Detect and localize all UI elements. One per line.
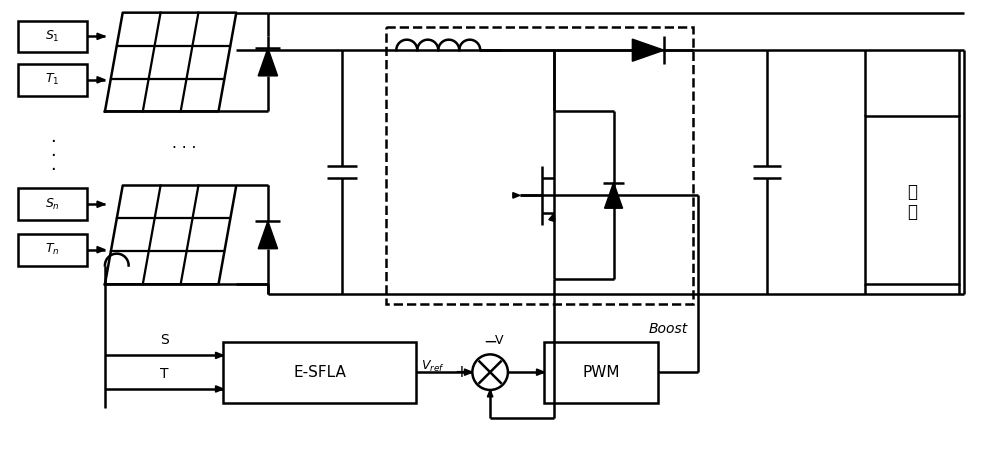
Polygon shape: [487, 390, 493, 397]
Text: $S_1$: $S_1$: [45, 29, 60, 44]
Polygon shape: [513, 193, 520, 198]
Polygon shape: [97, 247, 105, 253]
Text: $S_n$: $S_n$: [45, 197, 60, 212]
Text: $V_{ref}$: $V_{ref}$: [421, 359, 445, 374]
Bar: [223, 341, 416, 403]
Bar: [18, 189, 87, 220]
Bar: [544, 341, 658, 403]
Text: E-SFLA: E-SFLA: [293, 365, 346, 380]
Bar: [18, 21, 87, 52]
Bar: [18, 64, 87, 96]
Bar: [865, 116, 959, 284]
Polygon shape: [216, 386, 223, 392]
Polygon shape: [97, 33, 105, 40]
Text: −: −: [483, 332, 497, 350]
Text: 载: 载: [907, 203, 917, 221]
Text: PWM: PWM: [582, 365, 620, 380]
Text: $T_1$: $T_1$: [45, 72, 60, 87]
Text: Boost: Boost: [648, 322, 688, 336]
Polygon shape: [97, 77, 105, 83]
Text: ·
·
·: · · ·: [50, 133, 55, 179]
Text: S: S: [160, 333, 169, 347]
Text: 负: 负: [907, 184, 917, 202]
Polygon shape: [464, 369, 472, 375]
Text: V: V: [495, 335, 504, 347]
Polygon shape: [258, 48, 278, 76]
Polygon shape: [549, 213, 555, 221]
Text: T: T: [160, 367, 168, 381]
Text: $T_n$: $T_n$: [45, 242, 60, 257]
Polygon shape: [216, 352, 223, 359]
Polygon shape: [258, 221, 278, 249]
Polygon shape: [605, 183, 623, 208]
Text: · · ·: · · ·: [172, 142, 196, 156]
Text: +: +: [455, 363, 468, 381]
Polygon shape: [97, 201, 105, 207]
Bar: [18, 234, 87, 266]
Polygon shape: [632, 39, 664, 61]
Polygon shape: [537, 369, 544, 375]
Bar: [386, 28, 693, 304]
